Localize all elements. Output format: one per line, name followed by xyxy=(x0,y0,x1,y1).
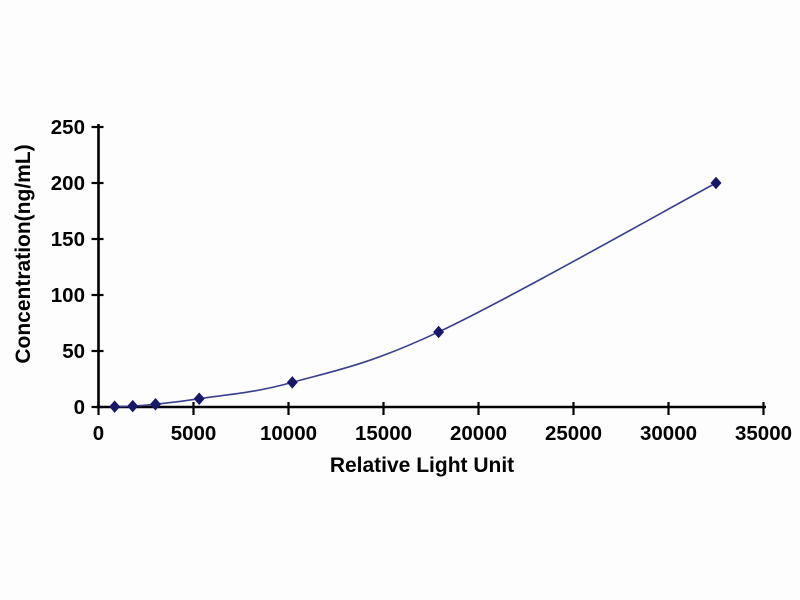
y-tick-label: 200 xyxy=(51,172,85,195)
x-tick-label: 10000 xyxy=(260,422,317,445)
data-point-marker xyxy=(286,376,298,389)
x-tick-label: 25000 xyxy=(545,422,602,445)
y-tick-label: 50 xyxy=(62,340,85,363)
data-point-marker xyxy=(193,392,205,405)
x-tick-label: 35000 xyxy=(735,422,792,445)
data-point-marker xyxy=(127,399,139,413)
data-point-marker xyxy=(150,397,161,411)
y-axis-title: Concentration(ng/mL) xyxy=(12,144,35,364)
x-tick-label: 0 xyxy=(93,422,104,445)
x-tick-label: 15000 xyxy=(355,422,412,445)
x-tick-label: 20000 xyxy=(450,422,507,445)
y-tick-label: 0 xyxy=(74,396,85,419)
data-point-marker xyxy=(109,400,121,413)
x-tick-label: 5000 xyxy=(171,422,217,445)
y-tick-label: 100 xyxy=(51,284,85,307)
curve-line xyxy=(114,182,717,408)
x-axis-title: Relative Light Unit xyxy=(329,454,515,477)
y-tick-label: 150 xyxy=(51,228,85,251)
y-tick-label: 250 xyxy=(51,116,85,139)
data-point-marker xyxy=(433,325,445,339)
x-tick-label: 30000 xyxy=(640,422,697,445)
data-point-marker xyxy=(710,176,722,190)
